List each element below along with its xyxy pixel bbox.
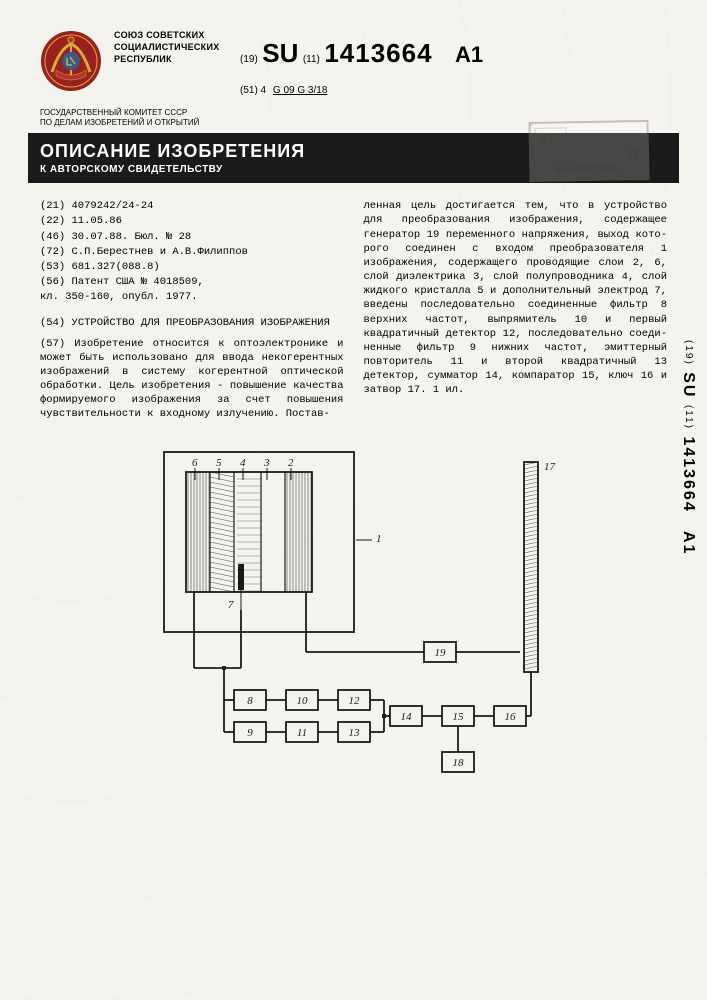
invention-title-prefix: (54) — [40, 317, 65, 329]
invention-title: (54) УСТРОЙСТВО ДЛЯ ПРЕОБРАЗОВАНИЯ ИЗОБР… — [40, 316, 344, 330]
spine-code: SU — [680, 372, 697, 398]
union-line-2: СОЦИАЛИСТИЧЕСКИХ — [114, 42, 220, 53]
svg-text:6: 6 — [192, 457, 198, 469]
svg-text:13: 13 — [348, 727, 360, 739]
abstract-left: (57) Изобретение относится к опто­электр… — [40, 337, 344, 422]
ipc-prefix: (51) 4 — [240, 85, 266, 96]
ipc-row: (51) 4 G 09 G 3/18 — [240, 85, 667, 96]
biblio-56a: (56) Патент США № 4018509, — [40, 275, 344, 289]
stamp-text: БИБЛИОТЕКА — [555, 164, 619, 174]
spine-prefix: (19) — [683, 340, 694, 366]
spine-number: 1413664 — [680, 436, 697, 512]
union-line-1: СОЮЗ СОВЕТСКИХ — [114, 30, 220, 41]
spine-suffix: A1 — [680, 531, 697, 555]
right-column: ленная цель достигается тем, что в устро… — [364, 199, 668, 421]
svg-text:5: 5 — [216, 457, 222, 469]
title-bar: ОПИСАНИЕ ИЗОБРЕТЕНИЯ К АВТОРСКОМУ СВИДЕТ… — [28, 133, 679, 183]
invention-title-text: УСТРОЙСТВО ДЛЯ ПРЕОБРАЗОВАНИЯ ИЗОБРАЖЕНИ… — [72, 317, 330, 329]
svg-text:2: 2 — [288, 457, 294, 469]
spine-inner: (11) — [683, 405, 694, 430]
spine-label: (19) SU (11) 1413664 A1 — [679, 340, 697, 556]
biblio-21: (21) 4079242/24-24 — [40, 199, 344, 213]
union-text: СОЮЗ СОВЕТСКИХ СОЦИАЛИСТИЧЕСКИХ РЕСПУБЛИ… — [114, 30, 220, 65]
stamp-num-1: 13 — [541, 134, 553, 146]
state-emblem-icon — [40, 30, 102, 92]
svg-text:14: 14 — [400, 711, 412, 723]
left-column: (21) 4079242/24-24 (22) 11.05.86 (46) 30… — [40, 199, 344, 421]
svg-text:7: 7 — [228, 599, 234, 611]
svg-text:17: 17 — [544, 461, 556, 473]
svg-text:12: 12 — [348, 695, 360, 707]
pub-suffix: A1 — [455, 42, 483, 67]
biblio-block: (21) 4079242/24-24 (22) 11.05.86 (46) 30… — [40, 199, 344, 304]
pub-number: 1413664 — [324, 38, 432, 68]
svg-text:1: 1 — [376, 533, 382, 545]
ipc-code: G 09 G 3/18 — [273, 85, 327, 96]
svg-text:8: 8 — [247, 695, 253, 707]
union-line-3: РЕСПУБЛИК — [114, 54, 220, 65]
diagram-svg: 65432718101291113141516181917 — [124, 442, 584, 782]
biblio-46: (46) 30.07.88. Бюл. № 28 — [40, 230, 344, 244]
svg-text:3: 3 — [263, 457, 270, 469]
svg-text:18: 18 — [452, 757, 464, 769]
committee-line-1: ГОСУДАРСТВЕННЫЙ КОМИТЕТ СССР — [40, 108, 667, 118]
circuit-diagram: 65432718101291113141516181917 — [124, 442, 584, 787]
stamp-num-2: 13 — [627, 148, 639, 160]
svg-text:10: 10 — [296, 695, 308, 707]
svg-text:4: 4 — [240, 457, 246, 469]
svg-text:11: 11 — [296, 727, 306, 739]
pub-code: SU — [262, 38, 298, 68]
svg-text:19: 19 — [434, 647, 446, 659]
abstract-right: ленная цель достигается тем, что в устро… — [364, 199, 668, 397]
biblio-22: (22) 11.05.86 — [40, 214, 344, 228]
biblio-72: (72) С.П.Берестнев и А.В.Филиппов — [40, 245, 344, 259]
biblio-56b: кл. 350-160, опубл. 1977. — [40, 290, 344, 304]
svg-text:15: 15 — [452, 711, 464, 723]
biblio-53: (53) 681.327(088.8) — [40, 260, 344, 274]
content-columns: (21) 4079242/24-24 (22) 11.05.86 (46) 30… — [40, 199, 667, 421]
svg-text:9: 9 — [247, 727, 253, 739]
svg-text:16: 16 — [504, 711, 516, 723]
publication-row: (19) SU (11) 1413664 A1 — [240, 38, 667, 69]
pub-prefix: (19) — [240, 54, 258, 65]
library-stamp: 13 13 БИБЛИОТЕКА — [528, 120, 649, 182]
pub-inner: (11) — [303, 54, 320, 65]
